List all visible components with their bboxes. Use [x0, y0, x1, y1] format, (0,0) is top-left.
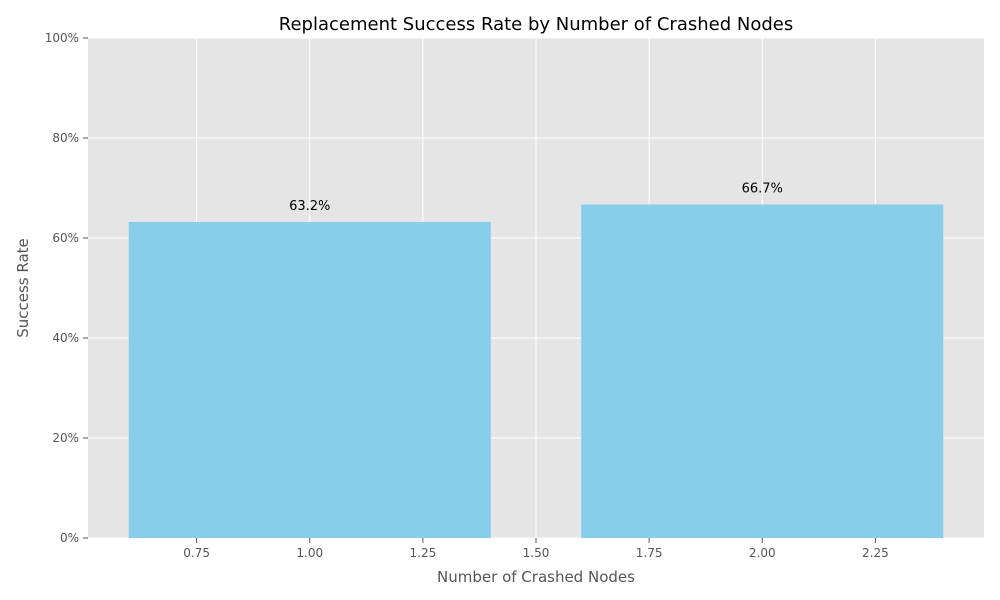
data-label: 66.7%	[742, 182, 783, 197]
y-axis-label: Success Rate	[14, 238, 32, 338]
bars	[128, 204, 944, 538]
x-tick-label: 1.50	[523, 546, 550, 560]
bar	[128, 222, 491, 538]
x-axis-label: Number of Crashed Nodes	[437, 568, 635, 586]
x-tick-label: 1.00	[296, 546, 323, 560]
y-tick-label: 0%	[60, 531, 79, 545]
y-tick-label: 80%	[52, 131, 79, 145]
data-label: 63.2%	[289, 199, 330, 214]
x-axis-ticks: 0.75 1.00 1.25 1.50 1.75 2.00 2.25	[183, 538, 889, 560]
y-axis-ticks: 0% 20% 40% 60% 80% 100%	[45, 31, 88, 545]
x-tick-label: 2.00	[749, 546, 776, 560]
y-tick-label: 100%	[45, 31, 79, 45]
x-tick-label: 1.75	[636, 546, 663, 560]
y-tick-label: 40%	[52, 331, 79, 345]
bar	[581, 204, 944, 538]
y-tick-label: 60%	[52, 231, 79, 245]
y-tick-label: 20%	[52, 431, 79, 445]
x-tick-label: 1.25	[410, 546, 437, 560]
x-tick-label: 2.25	[862, 546, 889, 560]
x-tick-label: 0.75	[183, 546, 210, 560]
chart-title: Replacement Success Rate by Number of Cr…	[279, 14, 793, 35]
data-labels: 63.2% 66.7%	[289, 182, 783, 215]
